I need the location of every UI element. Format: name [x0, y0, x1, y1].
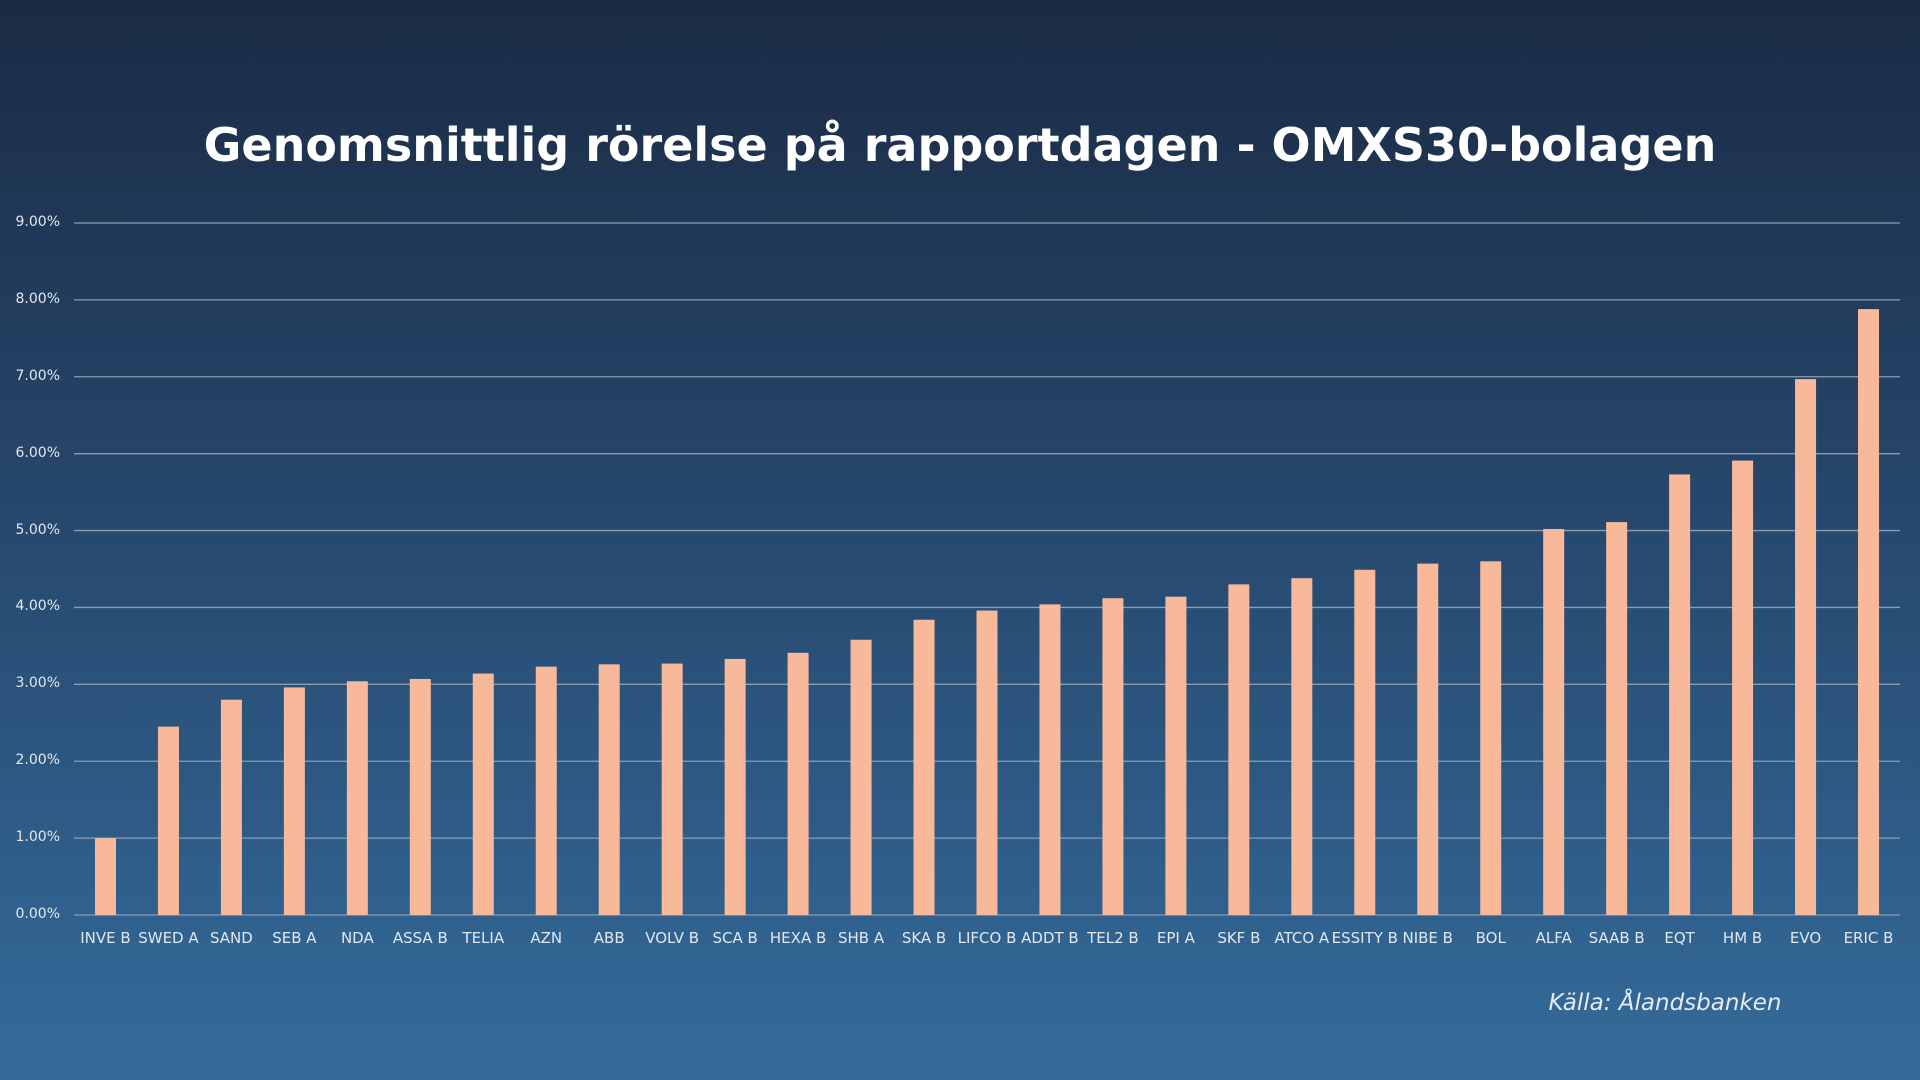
bar	[283, 687, 305, 915]
y-tick-label: 4.00%	[15, 598, 60, 615]
source-note: Källa: Ålandsbanken	[1548, 990, 1782, 1016]
bar	[1291, 578, 1313, 915]
y-tick-label: 0.00%	[15, 906, 60, 922]
bar	[661, 663, 683, 915]
x-tick-label: SWED A	[138, 929, 199, 947]
x-tick-label: ERIC B	[1843, 929, 1894, 947]
bar	[598, 664, 620, 915]
x-tick-label: NIBE B	[1402, 929, 1453, 947]
bar	[976, 610, 998, 915]
x-tick-label: SAAB B	[1588, 929, 1645, 947]
y-tick-label: 2.00%	[15, 752, 60, 769]
bar	[1858, 309, 1880, 915]
bar	[724, 658, 746, 915]
x-tick-label: ASSA B	[392, 929, 448, 947]
bar	[1354, 569, 1376, 915]
x-tick-label: HM B	[1722, 929, 1763, 947]
x-tick-label: SAND	[209, 929, 253, 947]
bar	[1480, 561, 1502, 915]
bar	[1228, 584, 1250, 915]
y-tick-label: 6.00%	[15, 444, 60, 461]
x-tick-label: AZN	[530, 929, 563, 947]
bar	[472, 673, 494, 915]
y-tick-label: 5.00%	[15, 521, 60, 538]
y-tick-label: 7.00%	[15, 367, 60, 384]
x-tick-label: LIFCO B	[957, 929, 1017, 947]
x-tick-label: SKF B	[1217, 929, 1261, 947]
x-tick-label: ATCO A	[1274, 929, 1330, 947]
bar	[1732, 460, 1754, 915]
x-tick-label: ALFA	[1535, 929, 1572, 947]
y-tick-label: 3.00%	[15, 675, 60, 692]
bar	[94, 838, 116, 915]
x-tick-label: ADDT B	[1021, 929, 1079, 947]
bar	[787, 652, 809, 915]
bar	[913, 619, 935, 915]
bar	[1543, 529, 1565, 915]
x-tick-label: EQT	[1664, 929, 1695, 947]
x-tick-label: EVO	[1789, 929, 1822, 947]
x-tick-label: HEXA B	[769, 929, 827, 947]
x-tick-label: BOL	[1475, 929, 1506, 947]
bar	[1039, 604, 1061, 915]
y-tick-label: 9.00%	[15, 214, 60, 230]
x-tick-label: TELIA	[462, 929, 505, 947]
bar	[535, 666, 557, 915]
y-tick-label: 8.00%	[15, 290, 60, 307]
bar	[1102, 598, 1124, 915]
x-tick-label: VOLV B	[645, 929, 700, 947]
x-tick-label: SEB A	[272, 929, 317, 947]
x-tick-label: ABB	[593, 929, 625, 947]
bar	[1669, 474, 1691, 915]
x-tick-label: TEL2 B	[1087, 929, 1139, 947]
x-tick-label: ESSITY B	[1331, 929, 1398, 947]
x-tick-label: SHB A	[837, 929, 885, 947]
bar	[1795, 379, 1817, 915]
bar	[157, 726, 179, 915]
bar	[346, 681, 368, 915]
bar	[850, 639, 872, 915]
bar	[409, 678, 431, 915]
x-tick-label: EPI A	[1156, 929, 1195, 947]
x-tick-label: SCA B	[712, 929, 758, 947]
x-tick-label: SKA B	[901, 929, 947, 947]
x-tick-label: INVE B	[80, 929, 131, 947]
chart-title: Genomsnittlig rörelse på rapportdagen - …	[203, 118, 1717, 172]
bar	[1417, 563, 1439, 915]
bar	[1606, 522, 1628, 915]
x-tick-label: NDA	[340, 929, 374, 947]
bar	[220, 699, 242, 915]
y-tick-label: 1.00%	[15, 829, 60, 846]
bar	[1165, 596, 1187, 915]
